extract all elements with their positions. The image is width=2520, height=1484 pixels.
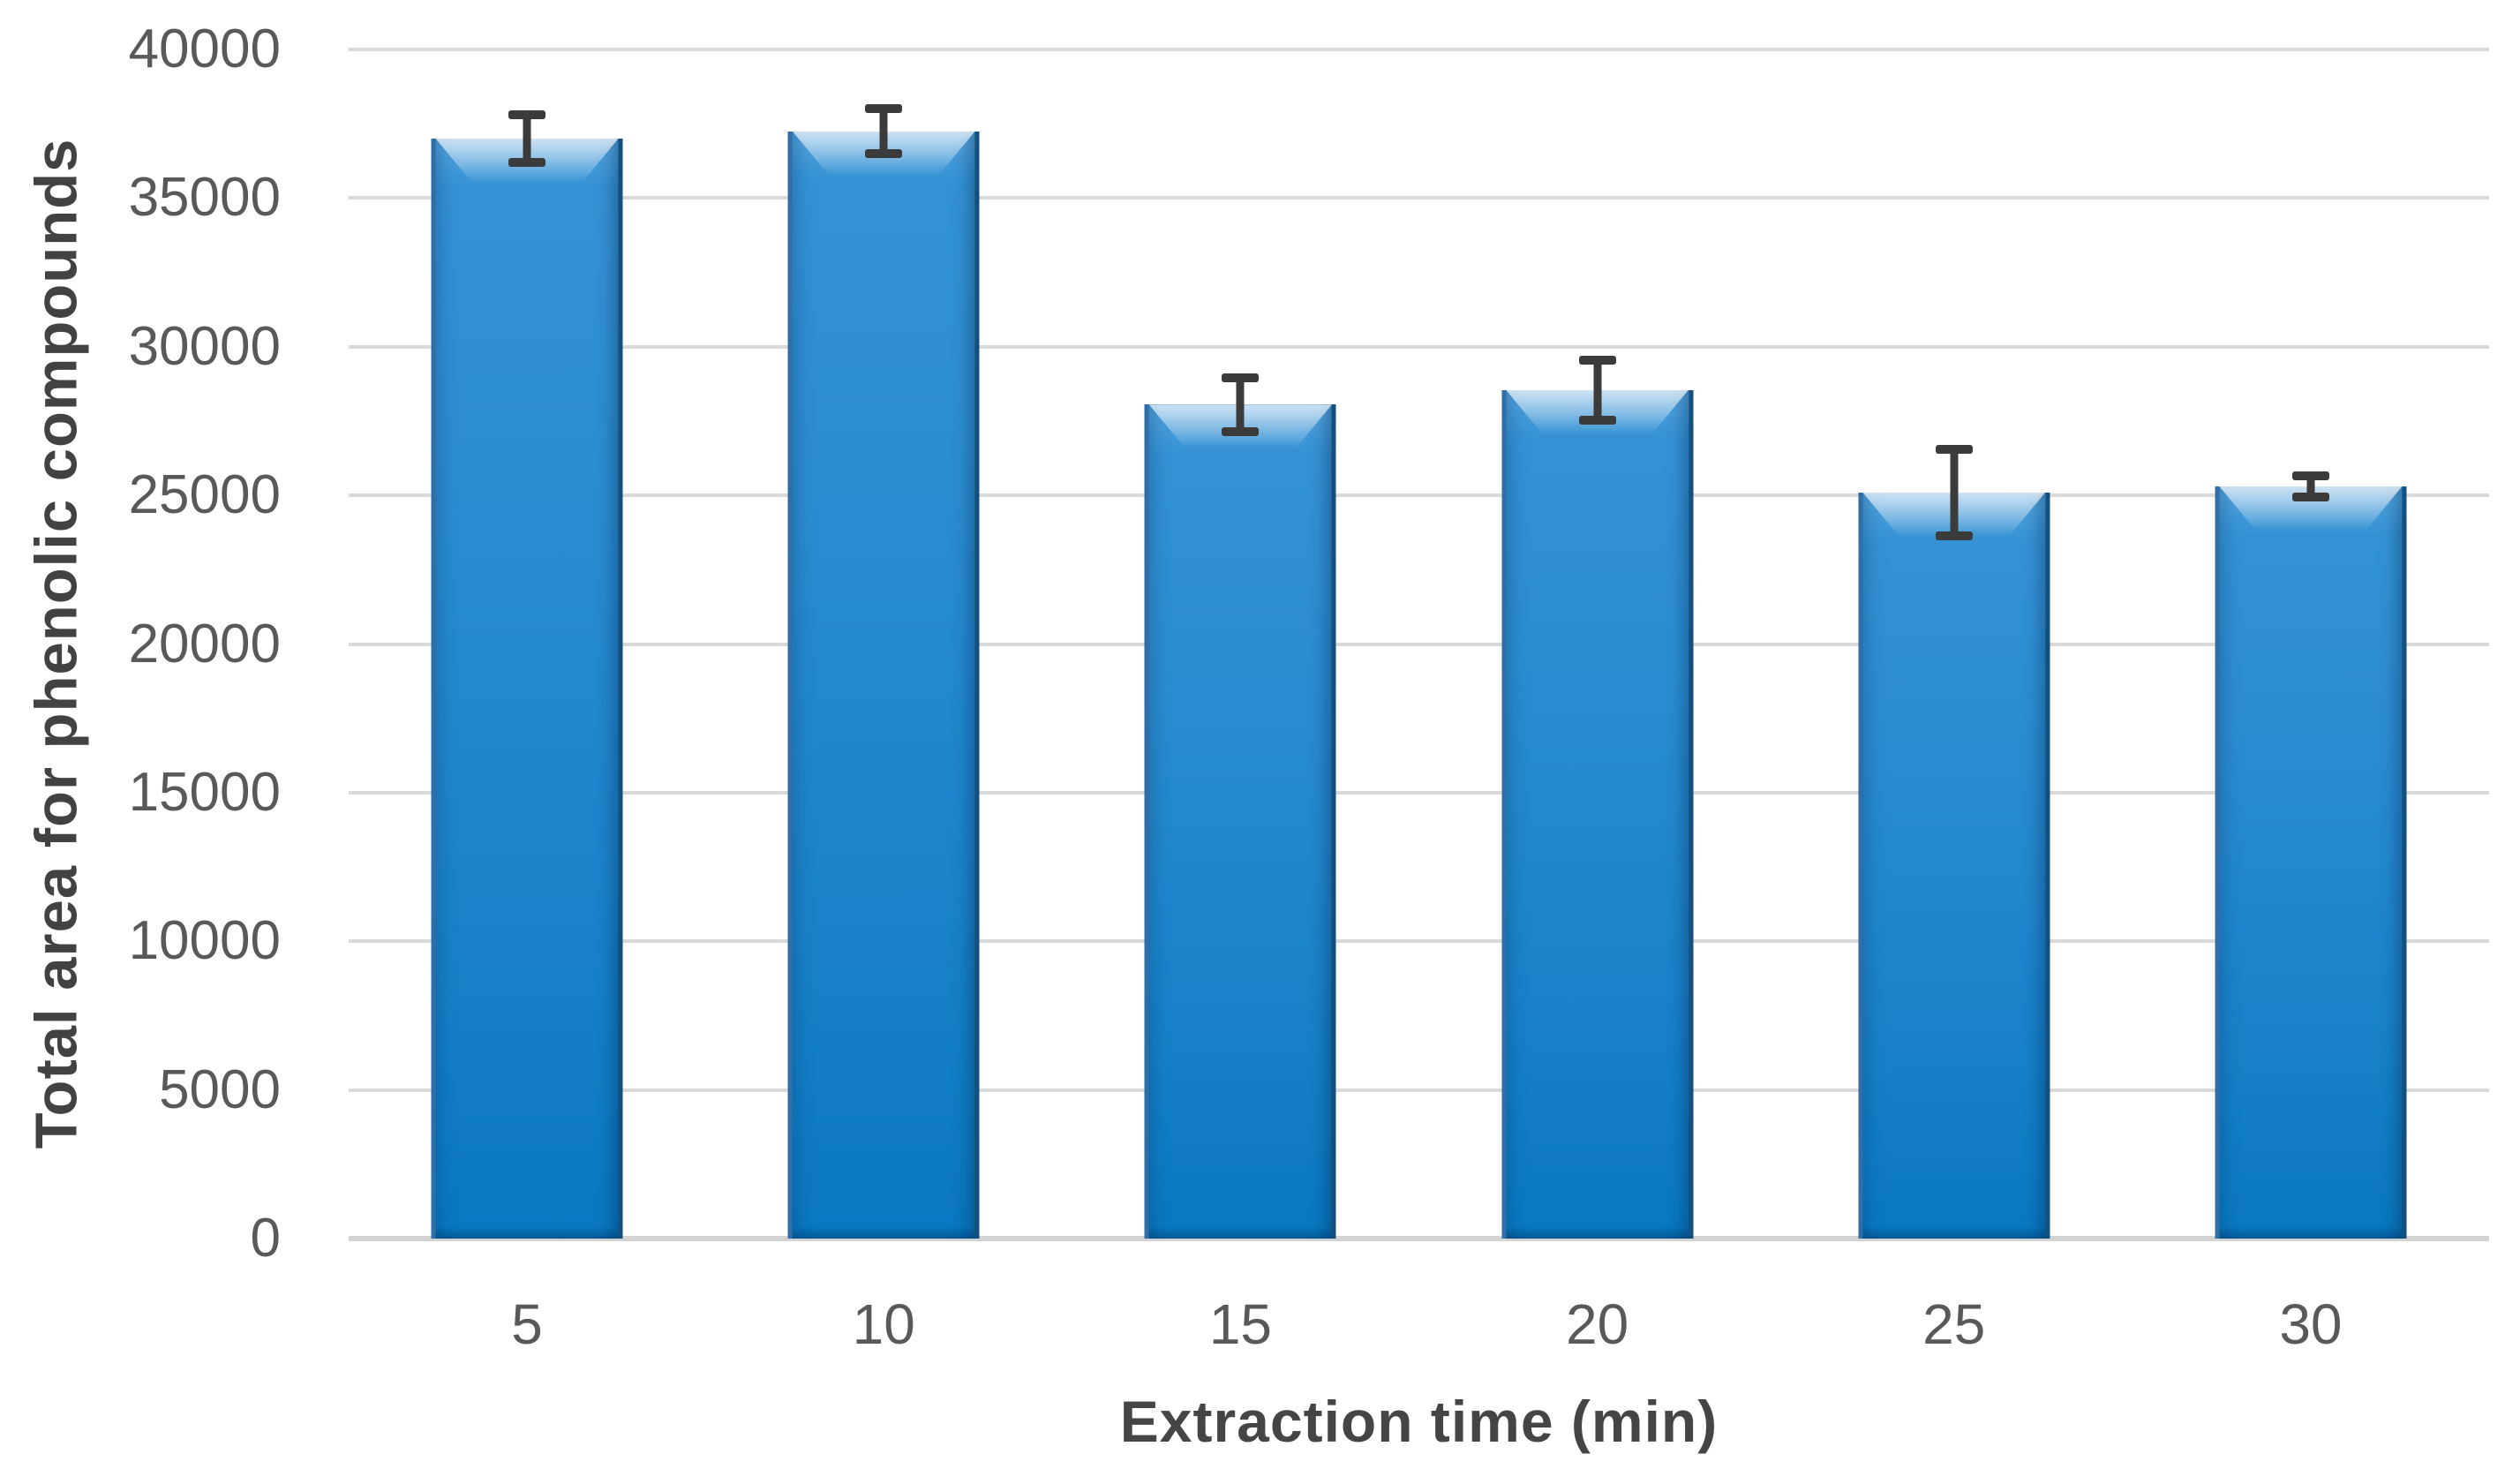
error-bar-cap-top <box>865 104 903 113</box>
x-tick-label: 25 <box>1922 1292 1986 1356</box>
y-tick-label: 30000 <box>128 315 281 377</box>
gridline <box>349 1236 2489 1241</box>
y-tick-label: 40000 <box>128 19 281 79</box>
error-bar-line <box>523 111 531 166</box>
gridline <box>349 1088 2489 1092</box>
y-tick-label: 35000 <box>128 167 281 229</box>
y-tick-label: 15000 <box>128 761 281 823</box>
error-bar-line <box>2306 472 2315 501</box>
gridline <box>349 790 2489 795</box>
category-slot <box>705 49 1062 1239</box>
error-bar-line <box>1593 357 1602 423</box>
category-slot <box>2133 49 2489 1239</box>
error-bar-cap-top <box>1222 373 1260 382</box>
error-bar <box>1578 355 1616 425</box>
gridline <box>349 493 2489 498</box>
plot-area <box>349 48 2489 1241</box>
error-bar-cap-top <box>1578 355 1616 365</box>
x-tick-label: 15 <box>1208 1292 1272 1356</box>
gridline <box>349 642 2489 646</box>
error-bar <box>2291 471 2329 502</box>
y-tick-label: 25000 <box>128 464 281 526</box>
y-tick-label: 20000 <box>128 613 281 674</box>
bar <box>2215 486 2407 1239</box>
bar <box>431 139 623 1239</box>
category-slot <box>1776 49 2133 1239</box>
bar <box>787 131 980 1239</box>
x-axis-title: Extraction time (min) <box>1119 1389 1719 1454</box>
gridline <box>349 196 2489 200</box>
x-tick-label: 5 <box>511 1292 543 1356</box>
error-bar <box>865 104 903 159</box>
y-tick-label: 0 <box>250 1208 281 1269</box>
y-tick-label: 10000 <box>128 910 281 972</box>
x-axis-tick-labels: 5 10 15 20 25 30 <box>349 1291 2489 1370</box>
error-bar-line <box>1236 374 1245 435</box>
y-axis-tick-labels: 40000 35000 30000 25000 20000 15000 10000 5000 0 <box>0 22 281 1266</box>
x-tick-label: 30 <box>2279 1292 2343 1356</box>
error-bar-cap-bottom <box>1222 427 1260 437</box>
bar <box>1501 389 1694 1239</box>
error-bar-cap-bottom <box>2291 493 2329 502</box>
error-bar-cap-top <box>1935 444 1973 454</box>
error-bar-cap-top <box>2291 471 2329 480</box>
error-bar-cap-bottom <box>1935 531 1973 540</box>
y-tick-label: 5000 <box>159 1058 281 1120</box>
error-bar <box>1935 444 1973 540</box>
category-slot <box>1419 49 1776 1239</box>
bar <box>1144 404 1336 1239</box>
x-tick-label: 20 <box>1565 1292 1629 1356</box>
category-slot <box>1062 49 1418 1239</box>
gridline <box>349 48 2489 51</box>
error-bar-cap-bottom <box>508 158 546 168</box>
x-tick-label: 10 <box>852 1292 915 1356</box>
error-bar-line <box>1950 446 1959 539</box>
bar <box>1858 492 2050 1239</box>
gridline <box>349 939 2489 944</box>
error-bar <box>1222 373 1260 437</box>
error-bar <box>508 109 546 168</box>
gridline <box>349 344 2489 349</box>
error-bar-line <box>879 106 888 157</box>
error-bar-cap-bottom <box>1578 415 1616 425</box>
category-slot <box>349 49 705 1239</box>
error-bar-cap-top <box>508 109 546 119</box>
error-bar-cap-bottom <box>865 149 903 159</box>
